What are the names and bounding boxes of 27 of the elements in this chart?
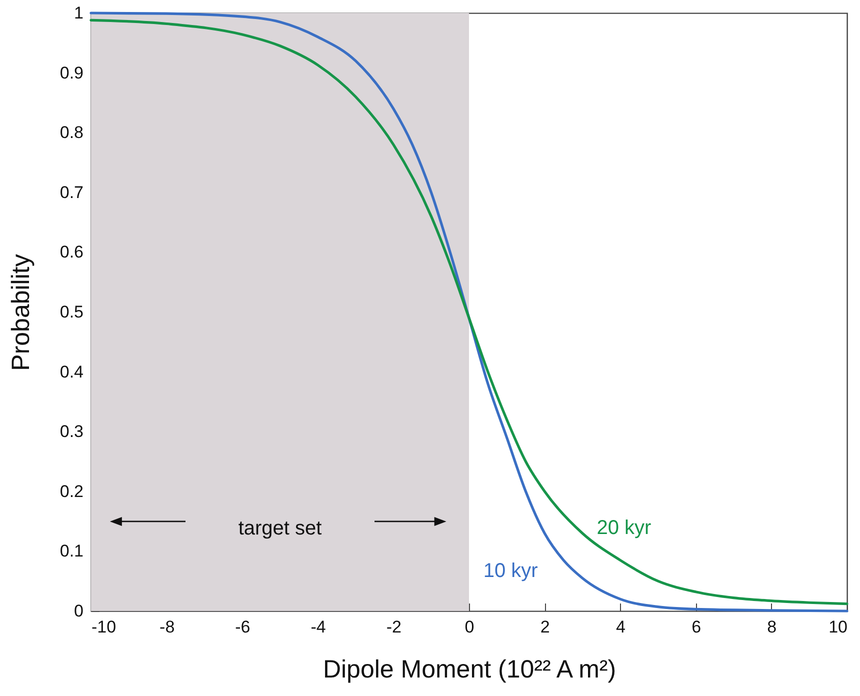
y-tick-label: 0 bbox=[74, 602, 84, 620]
y-tick-label: 0.6 bbox=[60, 242, 84, 262]
y-axis-title: Probability bbox=[6, 254, 35, 371]
y-tick-label: 0.1 bbox=[60, 542, 84, 561]
y-tick-label: 0.8 bbox=[60, 123, 84, 142]
y-tick-label: 0.9 bbox=[60, 63, 84, 82]
y-tick-label: 1 bbox=[74, 4, 84, 22]
x-tick-label: -6 bbox=[235, 618, 250, 636]
x-tick-label: -4 bbox=[310, 618, 326, 636]
y-tick-label: 0.2 bbox=[60, 482, 84, 501]
y-tick-label: 0.7 bbox=[60, 182, 84, 202]
series-label: 10 kyr bbox=[483, 560, 538, 582]
y-tick-label: 0.3 bbox=[60, 422, 84, 442]
band-label: target set bbox=[238, 517, 322, 540]
series-label: 20 kyr bbox=[596, 516, 652, 539]
x-tick-label: 4 bbox=[616, 618, 626, 636]
x-tick-label: -8 bbox=[160, 618, 175, 636]
y-tick-label: 0.4 bbox=[60, 362, 84, 382]
x-tick-label: 2 bbox=[540, 618, 550, 636]
x-tick-label: 6 bbox=[692, 618, 702, 636]
y-tick-label: 0.5 bbox=[60, 302, 84, 322]
x-axis-title: Dipole Moment (10²² A m²) bbox=[322, 656, 616, 684]
x-tick-label: 0 bbox=[464, 618, 474, 636]
x-tick-label: 8 bbox=[767, 618, 777, 636]
x-tick-label: -2 bbox=[386, 618, 402, 636]
x-tick-label: 10 bbox=[828, 618, 848, 636]
x-tick-label: -10 bbox=[92, 618, 116, 636]
